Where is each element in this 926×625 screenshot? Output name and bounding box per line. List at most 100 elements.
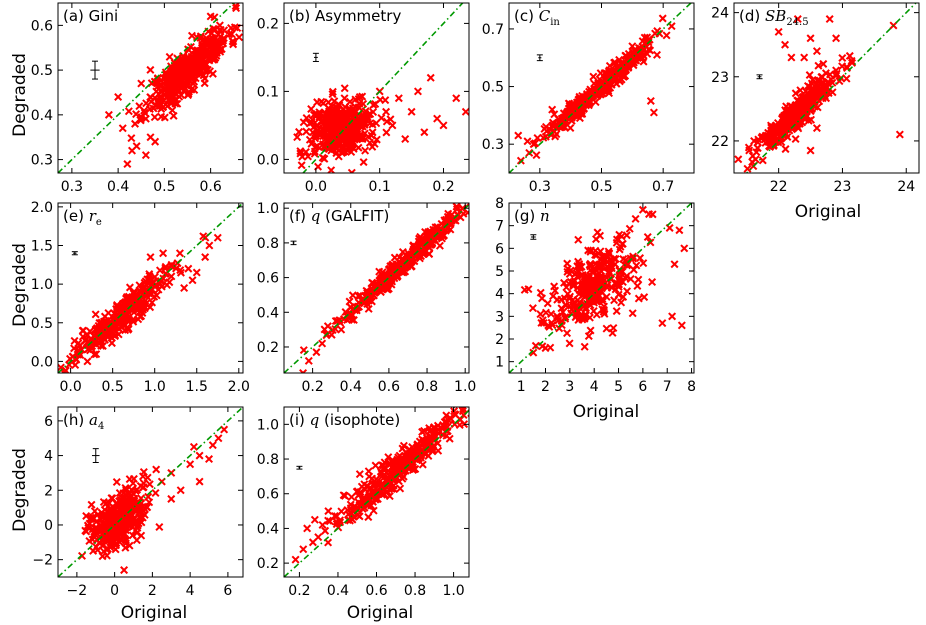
data-point: [581, 285, 590, 294]
data-point: [313, 142, 322, 151]
x-tick-label: 1.0: [442, 583, 464, 599]
data-point: [199, 71, 208, 80]
data-point: [466, 203, 469, 207]
data-point: [547, 318, 556, 327]
data-point: [368, 474, 377, 483]
data-point: [401, 134, 410, 144]
data-point: [152, 87, 161, 96]
y-tick-label: 24: [711, 6, 729, 22]
y-tick-label: 2: [495, 332, 504, 348]
data-point: [753, 143, 762, 152]
data-point: [393, 272, 402, 281]
x-tick-label: 0.6: [365, 583, 387, 599]
data-point: [120, 566, 129, 575]
data-point: [634, 275, 643, 284]
data-point: [394, 94, 403, 103]
data-point: [570, 298, 579, 307]
y-tick-label: 0.4: [31, 108, 53, 124]
data-point: [399, 268, 408, 277]
x-tick-label: −2: [67, 583, 88, 599]
plot-area: [284, 407, 469, 577]
data-point: [200, 79, 209, 88]
x-tick-label: 6: [638, 379, 647, 395]
data-point: [307, 105, 316, 114]
data-point: [648, 278, 657, 287]
data-point: [574, 235, 583, 244]
data-point: [793, 15, 802, 24]
y-tick-label: 2: [44, 483, 53, 499]
data-point: [339, 491, 348, 500]
data-point: [232, 4, 241, 13]
data-point: [95, 325, 104, 334]
data-point: [307, 139, 316, 148]
panel-e-re: 0.0 0.5 1.0 1.5 2.0 0.0 0.5 1.0 1.5 2.0 (e) re: [31, 200, 250, 395]
panel-d-sb: 22 23 24 22 23 24 (d) SB24.5: [711, 2, 920, 195]
data-point: [140, 510, 149, 519]
data-point: [827, 75, 836, 84]
row3-y-axis-label: Degraded: [10, 448, 30, 532]
data-point: [625, 224, 634, 233]
panel-a-gini: 0.3 0.4 0.5 0.6 0.3 0.4 0.5 0.6 (a) Gini: [31, 2, 244, 195]
data-point: [308, 128, 317, 137]
data-point: [553, 312, 562, 321]
data-point: [81, 526, 90, 535]
data-point: [344, 109, 353, 118]
data-point: [112, 323, 121, 332]
data-point: [165, 278, 174, 287]
data-point: [367, 501, 376, 510]
data-point: [426, 229, 435, 238]
data-point: [646, 96, 655, 105]
data-point: [328, 87, 337, 96]
data-point: [396, 484, 405, 493]
x-tick-label: 4: [186, 583, 195, 599]
data-point: [355, 132, 364, 141]
data-point: [580, 342, 589, 351]
data-point: [547, 130, 556, 140]
x-tick-label: 1.5: [186, 379, 208, 395]
data-point: [107, 327, 116, 336]
x-tick-label: 0.8: [416, 379, 438, 395]
data-point: [461, 107, 469, 116]
one-to-one-line: [302, 3, 464, 173]
y-tick-label: 0.4: [257, 305, 279, 321]
data-point: [322, 125, 331, 134]
data-point: [541, 344, 550, 353]
data-point: [607, 255, 616, 264]
data-point: [312, 111, 321, 120]
data-point: [658, 319, 667, 328]
data-point: [92, 543, 101, 552]
data-point: [381, 96, 390, 105]
data-point: [543, 299, 552, 308]
data-point: [524, 285, 533, 294]
data-point: [805, 71, 814, 80]
data-point: [568, 99, 577, 109]
data-point: [421, 227, 430, 236]
data-point: [337, 325, 346, 334]
data-point: [371, 461, 380, 470]
data-point: [385, 492, 394, 501]
y-tick-label: 0.7: [482, 22, 504, 38]
data-point: [359, 158, 368, 167]
plot-area: [293, 3, 469, 173]
data-point: [599, 302, 609, 311]
data-point: [70, 336, 79, 345]
data-point: [652, 50, 662, 59]
data-point: [572, 303, 581, 312]
error-bar: [71, 251, 78, 256]
data-point: [585, 99, 594, 108]
data-point: [597, 252, 606, 261]
axes-frame: [57, 2, 244, 174]
data-point: [161, 73, 170, 82]
data-point: [445, 434, 454, 443]
data-point: [145, 270, 154, 279]
data-point: [150, 77, 159, 86]
y-tick-label: 1.5: [31, 239, 53, 255]
data-point: [321, 526, 330, 535]
y-tick-label: 6: [495, 241, 504, 257]
data-point: [325, 517, 334, 526]
data-point: [421, 440, 430, 449]
data-point: [301, 147, 310, 156]
data-point: [787, 53, 796, 62]
data-point: [413, 440, 422, 449]
data-point: [605, 269, 614, 278]
